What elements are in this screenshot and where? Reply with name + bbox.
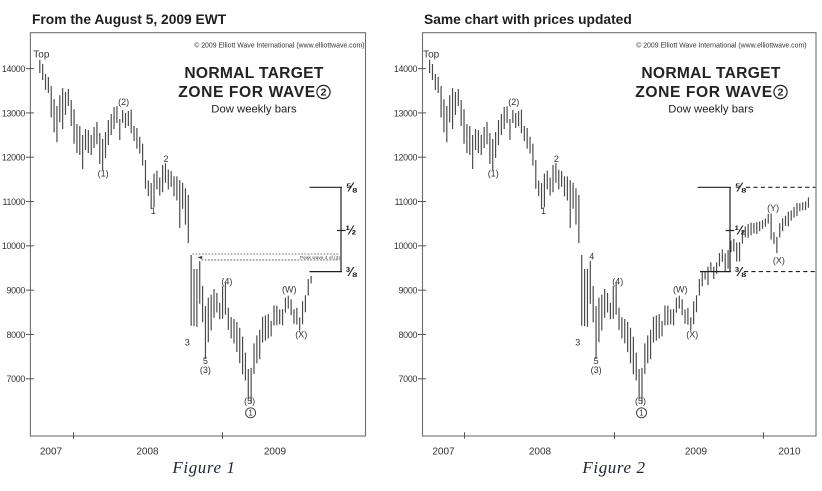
svg-text:Figure 2: Figure 2 [581, 458, 645, 477]
svg-text:2: 2 [321, 87, 327, 99]
svg-text:7000: 7000 [399, 374, 418, 384]
svg-text:1: 1 [248, 409, 253, 418]
svg-text:Dow weekly bars: Dow weekly bars [668, 104, 754, 116]
svg-text:(Y): (Y) [767, 203, 779, 213]
svg-text:(X): (X) [295, 330, 307, 340]
svg-text:12000: 12000 [394, 153, 418, 163]
svg-text:10000: 10000 [394, 241, 418, 251]
svg-text:(4): (4) [221, 277, 232, 287]
svg-text:⅝: ⅝ [735, 180, 747, 195]
svg-text:(1): (1) [98, 169, 109, 179]
svg-text:2008: 2008 [136, 447, 159, 458]
svg-text:2007: 2007 [40, 447, 63, 458]
svg-text:11000: 11000 [2, 197, 25, 207]
svg-text:2007: 2007 [432, 447, 455, 458]
svg-text:1: 1 [151, 206, 156, 216]
svg-text:(X): (X) [773, 256, 785, 266]
svg-text:Same chart with prices updated: Same chart with prices updated [424, 12, 632, 27]
svg-text:2: 2 [778, 87, 784, 99]
svg-text:⅜: ⅜ [346, 264, 358, 279]
svg-text:4: 4 [589, 251, 594, 261]
svg-text:Top: Top [33, 50, 50, 61]
svg-text:NORMAL TARGET: NORMAL TARGET [184, 65, 323, 82]
svg-text:9000: 9000 [6, 286, 25, 296]
svg-text:5: 5 [594, 356, 599, 366]
svg-text:(W): (W) [673, 285, 688, 295]
svg-text:7000: 7000 [6, 374, 25, 384]
svg-text:(X): (X) [686, 330, 698, 340]
svg-text:© 2009 Elliott Wave Internatio: © 2009 Elliott Wave International (www.e… [194, 42, 364, 50]
svg-text:14000: 14000 [394, 64, 418, 74]
svg-text:ZONE FOR WAVE: ZONE FOR WAVE [178, 84, 315, 101]
svg-text:NORMAL TARGET: NORMAL TARGET [641, 65, 780, 82]
svg-text:Figure 1: Figure 1 [171, 458, 235, 477]
svg-text:9000: 9000 [399, 286, 418, 296]
svg-text:(2): (2) [508, 97, 519, 107]
svg-text:2009: 2009 [685, 447, 708, 458]
svg-text:© 2009 Elliott Wave Internatio: © 2009 Elliott Wave International (www.e… [636, 42, 806, 50]
svg-text:(W): (W) [282, 285, 297, 295]
svg-text:(5): (5) [244, 396, 255, 406]
svg-text:3: 3 [575, 338, 580, 348]
svg-text:Dow weekly bars: Dow weekly bars [211, 104, 297, 116]
svg-text:Peak wave 4 of (3): Peak wave 4 of (3) [300, 255, 340, 261]
svg-text:2: 2 [554, 154, 559, 164]
svg-text:Top: Top [423, 50, 440, 61]
svg-text:8000: 8000 [399, 330, 418, 340]
svg-text:8000: 8000 [6, 330, 25, 340]
svg-text:3: 3 [185, 338, 190, 348]
svg-text:2: 2 [163, 154, 168, 164]
svg-text:⅝: ⅝ [346, 180, 358, 195]
svg-text:2008: 2008 [529, 447, 552, 458]
svg-text:2009: 2009 [264, 447, 287, 458]
svg-text:(1): (1) [488, 169, 499, 179]
svg-text:(2): (2) [118, 97, 129, 107]
svg-text:(3): (3) [200, 365, 211, 375]
svg-text:From the August 5, 2009 EWT: From the August 5, 2009 EWT [32, 12, 227, 27]
svg-text:⅜: ⅜ [735, 264, 747, 279]
svg-text:½: ½ [735, 223, 746, 238]
svg-text:(5): (5) [635, 396, 646, 406]
svg-text:(4): (4) [612, 277, 623, 287]
svg-text:14000: 14000 [2, 64, 26, 74]
svg-text:2010: 2010 [778, 447, 801, 458]
svg-text:½: ½ [346, 223, 357, 238]
svg-text:ZONE FOR WAVE: ZONE FOR WAVE [635, 84, 772, 101]
svg-text:10000: 10000 [2, 241, 26, 251]
svg-text:11000: 11000 [395, 197, 418, 207]
svg-text:5: 5 [203, 356, 208, 366]
svg-text:13000: 13000 [394, 108, 418, 118]
svg-text:1: 1 [639, 409, 644, 418]
svg-text:13000: 13000 [2, 108, 26, 118]
svg-text:1: 1 [541, 206, 546, 216]
svg-text:12000: 12000 [2, 153, 26, 163]
svg-text:(3): (3) [591, 365, 602, 375]
